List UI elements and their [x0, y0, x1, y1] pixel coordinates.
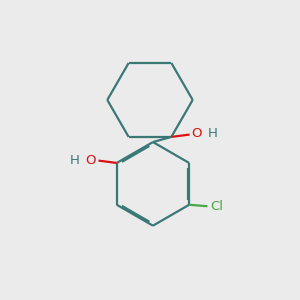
Text: H: H: [208, 128, 218, 140]
Text: O: O: [191, 128, 202, 140]
Text: O: O: [85, 154, 96, 166]
Text: Cl: Cl: [210, 200, 223, 213]
Text: H: H: [70, 154, 79, 166]
